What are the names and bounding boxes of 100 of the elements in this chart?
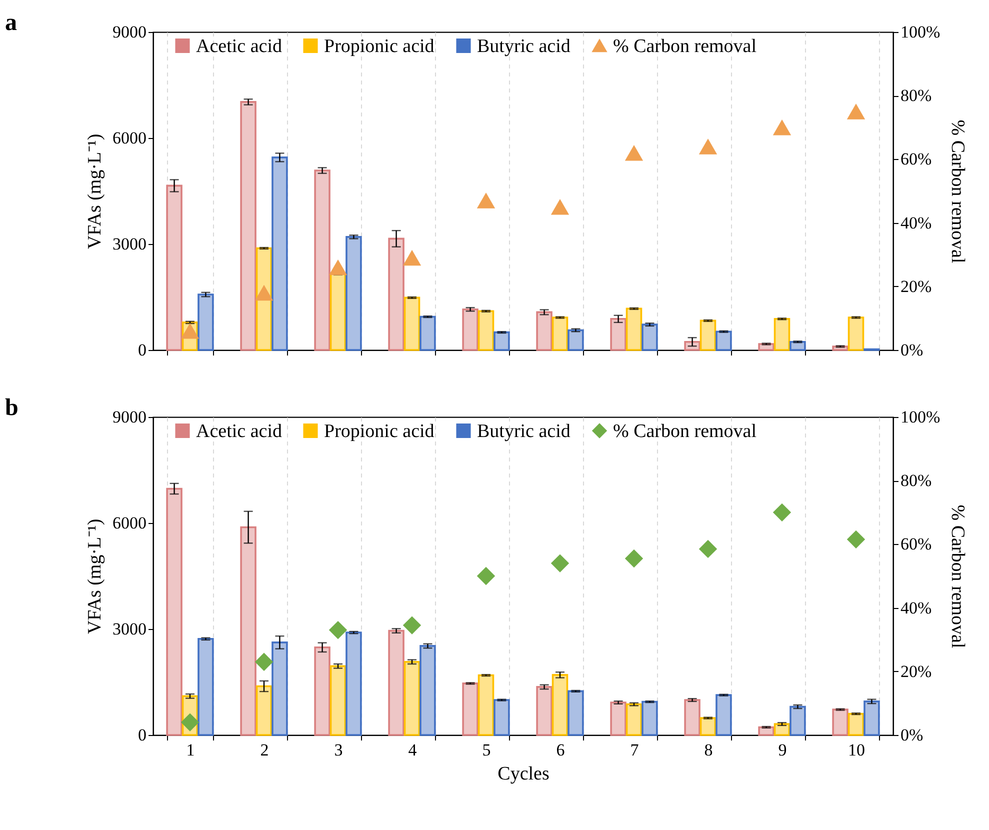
point [772, 503, 792, 522]
x-tick-label: 5 [482, 740, 491, 760]
y-tick-label: 0 [138, 340, 146, 360]
bar [198, 638, 214, 736]
legend-label: Acetic acid [196, 36, 282, 57]
y2-tick-label: 40% [900, 598, 932, 618]
x-tick-label: 1 [186, 740, 195, 760]
point [698, 540, 718, 558]
bar [568, 329, 584, 351]
bar [610, 702, 626, 736]
legend-label: Butyric acid [477, 420, 571, 442]
bar [478, 674, 494, 736]
point [180, 713, 200, 732]
y-tick-label: 0 [138, 726, 146, 744]
y2-tick-label: 80% [900, 471, 932, 490]
y-tick-label: 9000 [112, 408, 146, 426]
y-tick-label: 3000 [112, 620, 146, 638]
bar [536, 311, 552, 351]
y2-tick-label: 20% [900, 276, 932, 296]
chart-title: b [5, 395, 18, 421]
x-axis-title: Cycles [498, 764, 550, 784]
point [328, 620, 348, 640]
point [624, 144, 644, 161]
y-tick-label: 6000 [112, 514, 146, 532]
bar [256, 685, 272, 736]
legend-label: Propionic acid [324, 36, 435, 57]
x-tick-label: 9 [778, 740, 787, 760]
bar [774, 723, 790, 736]
point [550, 554, 570, 572]
bar [272, 642, 288, 736]
y2-tick-label: 100% [900, 408, 940, 426]
point [846, 530, 866, 549]
x-tick-label: 10 [848, 740, 865, 760]
bar [346, 632, 362, 736]
bar [758, 726, 774, 736]
bar [494, 331, 510, 351]
bar [314, 170, 330, 351]
bar [240, 101, 256, 351]
bar [642, 324, 658, 351]
bar [462, 308, 478, 351]
bar [626, 308, 642, 351]
point [624, 549, 644, 568]
bar [716, 330, 732, 351]
bar [404, 660, 420, 736]
point [254, 652, 274, 671]
bar [848, 712, 864, 736]
bar [346, 236, 362, 351]
x-tick-label: 3 [334, 740, 343, 760]
point [476, 566, 496, 586]
y2-tick-label: 100% [900, 22, 940, 42]
bar [462, 682, 478, 736]
bar [626, 703, 642, 736]
bar [716, 694, 732, 736]
bar [790, 706, 806, 736]
bar [420, 645, 436, 736]
y-axis-title: VFAs (mg·L⁻¹) [84, 134, 106, 250]
bar [388, 630, 404, 736]
bar [774, 318, 790, 351]
point [254, 284, 274, 301]
bar [420, 316, 436, 351]
y2-tick-label: 60% [900, 150, 932, 169]
y2-tick-label: 60% [900, 534, 932, 554]
bar [198, 294, 214, 351]
y2-tick-label: 0% [900, 726, 924, 744]
bar [700, 320, 716, 351]
legend-label: % Carbon removal [613, 36, 757, 57]
bar [330, 273, 346, 351]
point [402, 616, 422, 634]
chart-title: a [5, 10, 17, 36]
y-tick-label: 9000 [112, 22, 146, 42]
point [476, 192, 496, 208]
x-tick-label: 6 [556, 740, 565, 760]
bar [552, 316, 568, 351]
point [180, 323, 200, 339]
legend-label: % Carbon removal [613, 420, 757, 442]
point [402, 250, 422, 266]
bar [388, 238, 404, 351]
x-tick-label: 2 [260, 740, 269, 760]
bar [314, 646, 330, 736]
point [328, 259, 348, 276]
bar [568, 690, 584, 736]
bar [700, 717, 716, 736]
point [698, 138, 718, 154]
bar [536, 686, 552, 736]
legend-label: Butyric acid [477, 36, 571, 57]
point [772, 120, 792, 136]
bar [552, 674, 568, 736]
bar [610, 318, 626, 351]
point [846, 104, 866, 120]
y2-axis-title: % Carbon removal [947, 504, 968, 648]
y-tick-label: 6000 [112, 128, 146, 148]
y2-axis-title: % Carbon removal [947, 120, 968, 264]
bar [790, 340, 806, 351]
y2-tick-label: 0% [900, 340, 924, 360]
bar [684, 699, 700, 736]
bar [272, 156, 288, 351]
y2-tick-label: 20% [900, 662, 932, 681]
legend-label: Acetic acid [196, 420, 282, 442]
bar [848, 316, 864, 351]
bar [494, 699, 510, 736]
